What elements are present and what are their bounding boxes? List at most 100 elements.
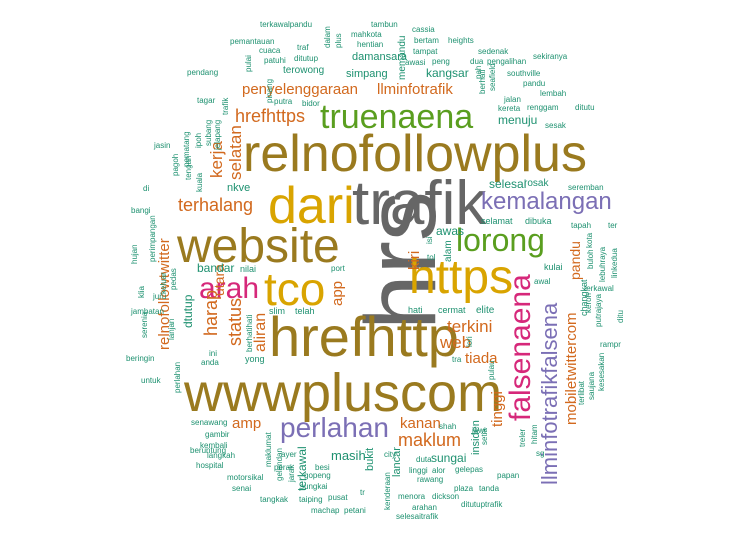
word: senai xyxy=(232,484,252,493)
word: maklumat xyxy=(264,432,273,467)
word: tanda xyxy=(479,484,500,493)
word: linggi xyxy=(409,466,428,475)
word: terkawal xyxy=(584,284,614,293)
word: heights xyxy=(448,36,474,45)
word: awas xyxy=(436,224,465,238)
word: pulau xyxy=(487,360,496,380)
word: rampr xyxy=(600,340,621,349)
word: jambatan xyxy=(131,307,164,316)
word: jawi xyxy=(472,426,486,435)
word: bidor xyxy=(302,99,320,108)
word: slim xyxy=(269,306,285,316)
word: kenderaan xyxy=(383,472,392,510)
word: terhalang xyxy=(178,195,254,215)
word: llminfotrafik xyxy=(377,81,453,98)
word: ter xyxy=(608,221,618,230)
word: tangkak xyxy=(260,495,289,504)
word: subang xyxy=(204,119,213,146)
word: maklum xyxy=(398,430,462,450)
word: kemalangan xyxy=(481,188,612,215)
word: jelapang xyxy=(213,119,222,150)
word: lembah xyxy=(540,89,567,98)
word: simpang xyxy=(346,68,388,80)
word: selatan xyxy=(226,125,245,180)
word: keroh xyxy=(584,292,593,313)
word: website xyxy=(177,220,340,273)
word: tambun xyxy=(371,20,398,29)
word: pusat xyxy=(328,493,348,502)
word: sungkai xyxy=(300,482,328,491)
word: kembali xyxy=(200,441,228,450)
word: nkve xyxy=(227,182,251,194)
word: sungai xyxy=(431,451,467,465)
word: hospital xyxy=(196,461,224,470)
word: trafik xyxy=(221,97,230,115)
word: buloh xyxy=(586,249,595,269)
word: app xyxy=(329,280,346,306)
word: jalan xyxy=(504,95,521,104)
word: terowong xyxy=(283,65,325,76)
word: pengalihan xyxy=(487,57,527,66)
word: lori xyxy=(465,336,474,347)
word: bukit xyxy=(364,447,376,471)
word: tco xyxy=(264,263,326,315)
word: putra xyxy=(274,97,293,106)
word: klia xyxy=(137,285,146,298)
word: arahan xyxy=(412,503,437,512)
word: ditutu xyxy=(575,103,595,112)
word: lanjan xyxy=(167,318,176,340)
word: kulai xyxy=(544,262,563,272)
word: putrajaya xyxy=(594,294,603,327)
word: awal xyxy=(534,277,551,286)
word: pagoh xyxy=(171,153,180,176)
word: alor xyxy=(432,466,446,475)
word: terkini xyxy=(447,317,493,336)
word: pedas xyxy=(169,268,178,290)
word: renggam xyxy=(527,103,559,112)
word: relnofollowplus xyxy=(243,125,587,183)
word: dickson xyxy=(432,492,460,501)
word: seremban xyxy=(568,183,604,192)
word: gelepas xyxy=(455,465,484,474)
word: sedenak xyxy=(478,47,509,56)
word: sekiranya xyxy=(533,52,568,61)
word: https xyxy=(409,251,514,304)
word: duta xyxy=(416,455,432,464)
word: perai xyxy=(274,463,292,472)
word: cassia xyxy=(412,25,435,34)
word: ditutuptrafik xyxy=(461,500,503,509)
word: beruntung xyxy=(190,446,227,455)
word: tra xyxy=(452,355,462,364)
word: status xyxy=(225,297,245,346)
word: aliran xyxy=(252,312,269,352)
word: di xyxy=(143,184,150,193)
word: pinang xyxy=(265,78,274,103)
word: dibuka xyxy=(525,216,552,226)
word: plus xyxy=(334,33,343,48)
word: city xyxy=(384,450,396,459)
word: saujana xyxy=(587,371,596,400)
word: rawang xyxy=(417,475,444,484)
word: hrefhttps xyxy=(235,106,306,126)
word: hujan xyxy=(130,244,139,264)
word: langkah xyxy=(207,451,236,460)
word: arah xyxy=(199,272,260,305)
word: trafik xyxy=(352,169,487,238)
word: perlahan xyxy=(280,412,389,443)
word: ditu xyxy=(616,310,625,323)
word: harap xyxy=(201,289,221,336)
word: alam xyxy=(443,240,454,262)
word: kereta xyxy=(498,104,521,113)
word: nilai xyxy=(240,264,257,274)
word: tinggi xyxy=(489,391,506,427)
word: elite xyxy=(476,305,495,316)
word: isi xyxy=(425,236,434,244)
word: tampat xyxy=(413,47,438,56)
word: mobiletwittercom xyxy=(563,312,580,425)
word: jarak xyxy=(287,464,296,482)
word: hati xyxy=(408,305,423,315)
word: lorong xyxy=(456,222,545,258)
word: selesai xyxy=(489,177,527,191)
word: truenaena xyxy=(320,98,474,136)
word: menora xyxy=(398,492,426,501)
